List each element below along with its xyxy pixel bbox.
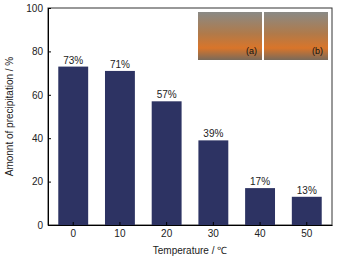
y-tick-label: 100 (26, 3, 43, 14)
data-label: 13% (297, 185, 317, 196)
y-tick-mark (48, 138, 51, 139)
x-tick-label: 40 (255, 228, 267, 239)
y-tick-mark (48, 51, 51, 52)
x-tick: 0 (70, 222, 76, 239)
y-tick: 60 (32, 90, 51, 101)
y-axis-title: Amonnt of precipitation / % (4, 57, 15, 177)
x-tick: 50 (301, 222, 313, 239)
y-tick-label: 20 (32, 176, 44, 187)
x-tick-label: 0 (70, 228, 76, 239)
x-axis-line (49, 225, 333, 226)
y-tick: 80 (32, 46, 51, 57)
x-tick-mark (73, 222, 74, 225)
bar (245, 188, 275, 225)
x-axis: 0 10 20 30 40 50 (49, 222, 333, 239)
inset-label: (b) (312, 46, 323, 56)
inset-label: (a) (246, 46, 257, 56)
y-tick-label: 80 (32, 46, 44, 57)
x-tick-mark (260, 222, 261, 225)
bar (152, 101, 182, 225)
x-tick: 20 (161, 222, 173, 239)
plot: 73% 71% 57% 39% 17% 13% 0 10 20 30 40 50 0 20 40 60 80 10… (26, 3, 332, 239)
inset-photo (198, 12, 262, 60)
bar (198, 140, 228, 225)
x-tick-mark (166, 222, 167, 225)
x-tick: 30 (208, 222, 220, 239)
x-tick-mark (119, 222, 120, 225)
y-axis-line (48, 9, 49, 226)
y-tick-label: 60 (32, 90, 44, 101)
data-labels: 73% 71% 57% 39% 17% 13% (63, 55, 317, 196)
data-label: 71% (110, 59, 130, 70)
inset-photo (264, 12, 328, 60)
y-tick-mark (48, 8, 51, 9)
bar (58, 67, 88, 225)
y-tick-mark (48, 95, 51, 96)
y-tick: 20 (32, 176, 51, 187)
y-axis: 0 20 40 60 80 100 (26, 3, 51, 231)
x-tick-mark (306, 222, 307, 225)
chart: 73% 71% 57% 39% 17% 13% 0 10 20 30 40 50 0 20 40 60 80 10… (0, 0, 337, 258)
bar (292, 197, 322, 225)
y-tick-mark (48, 225, 51, 226)
x-tick-label: 30 (208, 228, 220, 239)
data-label: 17% (250, 176, 270, 187)
x-tick-label: 50 (301, 228, 313, 239)
y-tick: 0 (37, 220, 51, 231)
y-tick-label: 40 (32, 133, 44, 144)
y-tick-label: 0 (37, 220, 43, 231)
y-tick: 40 (32, 133, 51, 144)
bars (58, 67, 321, 225)
x-tick-mark (213, 222, 214, 225)
data-label: 39% (203, 128, 223, 139)
plot-frame (48, 8, 332, 225)
x-axis-title: Temperature / ℃ (153, 245, 227, 256)
data-label: 73% (63, 55, 83, 66)
bar (105, 71, 135, 225)
x-tick-label: 20 (161, 228, 173, 239)
inset-photos: (a) (b) (198, 12, 328, 60)
y-tick-mark (48, 182, 51, 183)
data-label: 57% (157, 89, 177, 100)
x-tick: 40 (255, 222, 267, 239)
y-tick: 100 (26, 3, 51, 14)
x-tick-label: 10 (114, 228, 126, 239)
x-tick: 10 (114, 222, 126, 239)
